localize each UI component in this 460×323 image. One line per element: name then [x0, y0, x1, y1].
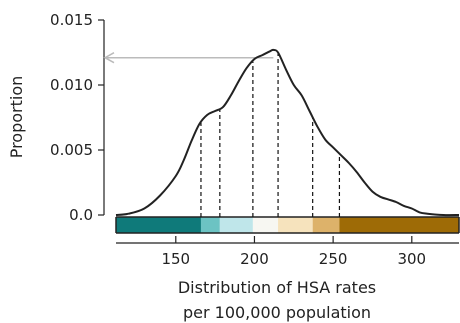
- x-tick-label-2: 250: [319, 250, 348, 268]
- y-axis-title: Proportion: [7, 76, 26, 159]
- density-curve-layer: [115, 48, 460, 217]
- y-tick-label-1: 0.005: [50, 141, 93, 159]
- color-band-3: [252, 217, 279, 233]
- x-axis-title-line-1: Distribution of HSA rates: [178, 278, 376, 297]
- x-tick-label-3: 300: [397, 250, 426, 268]
- color-band-6: [339, 217, 459, 233]
- y-tick-label-0: 0.0: [69, 206, 93, 224]
- color-band-2: [219, 217, 253, 233]
- color-band-4: [278, 217, 313, 233]
- mean-arrow: [103, 52, 274, 64]
- x-tick-label-1: 200: [240, 250, 269, 268]
- x-tick-label-0: 150: [161, 250, 190, 268]
- color-band-1: [200, 217, 220, 233]
- x-axis-title-line-2: per 100,000 population: [183, 303, 371, 322]
- axes: [98, 19, 459, 244]
- y-tick-label-2: 0.010: [50, 76, 93, 94]
- quantile-lines: [200, 52, 341, 217]
- color-band-strip: [115, 216, 460, 234]
- mean-arrow-head: [103, 52, 115, 64]
- tick-labels: 0.0 0.005 0.010 0.015 150 200 250 300: [50, 11, 426, 268]
- color-band-5: [312, 217, 340, 233]
- y-tick-label-3: 0.015: [50, 11, 93, 29]
- color-band-0: [116, 217, 201, 233]
- density-curve: [115, 48, 460, 217]
